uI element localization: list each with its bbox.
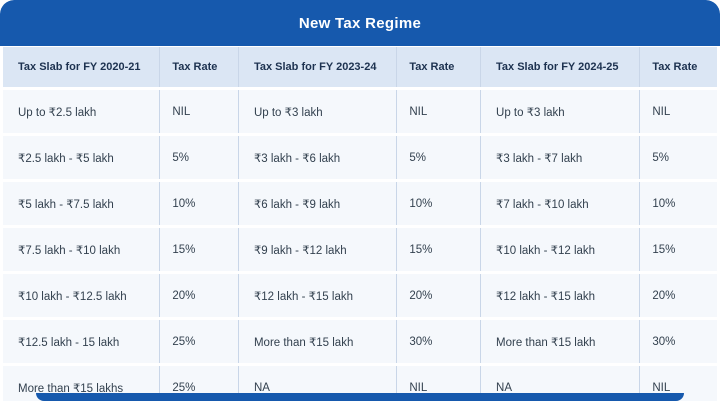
tax-slab-cell: ₹10 lakh - ₹12.5 lakh [3,274,161,317]
tax-rate-cell: 15% [160,228,239,271]
page-title: New Tax Regime [298,14,422,32]
tax-slab-cell: ₹9 lakh - ₹12 lakh [238,228,398,271]
column-header: Tax Rate [160,47,239,87]
tax-rate-cell: 15% [640,228,717,271]
tax-rate-cell: 10% [397,182,482,225]
tax-slab-cell: ₹3 lakh - ₹7 lakh [481,136,641,179]
tax-slab-cell: More than ₹15 lakh [481,320,641,363]
tax-slab-cell: ₹12 lakh - ₹15 lakh [238,274,398,317]
column-header: Tax Rate [397,47,482,87]
tax-rate-cell: NIL [160,90,239,133]
tax-rate-cell: 20% [160,274,239,317]
tax-slab-cell: ₹3 lakh - ₹6 lakh [238,136,398,179]
tax-rate-cell: 5% [397,136,482,179]
tax-rate-cell: 15% [397,228,482,271]
tax-slab-cell: ₹12 lakh - ₹15 lakh [481,274,641,317]
tax-rate-cell: 10% [160,182,239,225]
tax-slab-cell: Up to ₹3 lakh [481,90,641,133]
tax-slab-cell: ₹10 lakh - ₹12 lakh [481,228,641,271]
column-header: Tax Rate [640,47,717,87]
tax-slab-cell: Up to ₹3 lakh [238,90,398,133]
tax-rate-cell: 5% [640,136,717,179]
card-header: New Tax Regime [0,0,720,46]
tax-slab-cell: More than ₹15 lakh [238,320,398,363]
tax-rate-cell: 10% [640,182,717,225]
tax-rate-cell: 30% [397,320,482,363]
tax-slab-cell: Up to ₹2.5 lakh [3,90,161,133]
tax-rate-cell: 25% [160,320,239,363]
tax-slab-cell: ₹6 lakh - ₹9 lakh [238,182,398,225]
tax-slab-cell: ₹5 lakh - ₹7.5 lakh [3,182,161,225]
tax-slab-cell: ₹2.5 lakh - ₹5 lakh [3,136,161,179]
tax-slab-cell: ₹12.5 lakh - 15 lakh [3,320,161,363]
tax-table: Tax Slab for FY 2020-21 Tax Rate Tax Slab … [0,46,720,401]
tax-rate-cell: NIL [640,90,717,133]
tax-slab-cell: ₹7.5 lakh - ₹10 lakh [3,228,161,271]
column-header: Tax Slab for FY 2020-21 [3,47,161,87]
tax-rate-cell: 5% [160,136,239,179]
tax-rate-cell: NIL [397,90,482,133]
column-header: Tax Slab for FY 2023-24 [238,47,398,87]
tax-slab-cell: ₹7 lakh - ₹10 lakh [481,182,641,225]
tax-rate-cell: 30% [640,320,717,363]
card-footer-bar [36,393,684,401]
tax-rate-cell: 20% [640,274,717,317]
column-header: Tax Slab for FY 2024-25 [481,47,641,87]
tax-rate-cell: 20% [397,274,482,317]
